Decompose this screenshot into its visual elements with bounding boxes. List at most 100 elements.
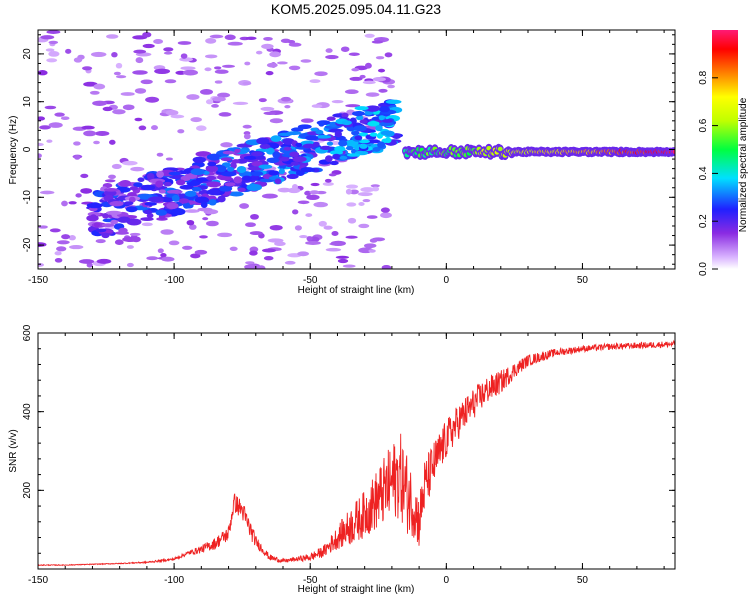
spectrogram-cell [351,130,360,136]
spectrogram-cell [274,241,286,246]
spectrogram-cell [304,190,312,196]
spectrogram-cell [378,106,390,113]
spectrogram-cell [220,157,232,162]
spectrogram-cell [294,225,302,231]
spectrogram-cell [380,130,395,136]
spectrogram-cell [341,112,349,118]
spectrogram-cell [305,135,319,141]
spectrogram-cell [135,57,144,64]
spectrogram-cell [282,138,295,145]
spectrogram-cell [200,201,208,208]
spectrogram-cell [364,33,375,38]
spectrogram-cell [217,195,226,203]
spectrogram-cell [74,155,81,160]
spectrogram-cell [250,151,263,157]
spectrogram-cell [106,34,119,39]
spectrogram-cell [93,83,106,90]
spectrogram-cell [96,258,112,264]
spectrogram-cell [289,151,300,158]
spectrogram-cell [288,65,301,71]
spectrogram-cell [372,146,381,152]
spectrogram-cell [270,135,282,142]
spectrogram-cell [86,202,103,209]
spectrogram-cell [165,109,179,116]
spectrogram-cell [113,71,121,76]
spectrogram-cell [171,208,186,216]
spectrogram-cell [38,262,45,267]
spectrogram-cell [54,257,63,263]
spectrogram-cell [178,198,190,204]
spectrogram-cell [229,246,238,251]
spectrogram-cell [245,222,256,228]
spectrogram-cell [125,206,138,213]
spectrogram-cell [232,101,249,106]
spectrogram-cell [341,120,352,126]
spectrogram-cell [344,89,359,95]
spectrogram-cell [141,222,153,227]
spectrogram-cell [312,141,320,147]
spectrogram-cell [146,256,159,261]
spectrogram-cell [244,61,251,66]
spectrogram-cell [69,245,84,250]
spectrogram-cell [38,116,46,121]
spectrogram-cell [49,228,61,233]
spectrogram-cell [83,130,97,137]
spectrogram-cell [134,88,147,94]
spectrogram-cell [184,190,197,197]
spectrogram-cell [358,139,371,144]
spectrogram-cell [154,68,171,75]
spectrogram-cell [290,161,300,166]
y-tick-label: 0 [22,146,33,152]
spectrogram-cell [212,96,226,102]
spectrogram-cell [247,166,263,171]
spectrogram-cell [179,184,195,190]
spectrogram-cell [346,202,357,207]
spectrogram-cell [257,265,266,269]
spectrogram-cell [245,36,257,40]
spectrogram-cell [211,104,219,108]
spectrogram-cell [286,173,299,179]
spectrogram-cell [375,56,385,60]
spectrogram-panel: -150 -100 -50 0 50 20 10 0 -10 -20 Height of stra… [8,29,676,296]
spectrogram-cell [331,99,344,104]
spectrogram-cell [345,184,359,189]
spectrogram-cell [119,179,132,188]
spectrogram-cell [115,75,127,79]
spectrogram-cell [384,52,393,58]
spectrogram-cell [278,168,285,175]
spectrogram-cell [353,125,367,132]
spectrogram-cell [38,70,48,76]
spectrogram-cell [249,231,263,236]
spectrogram-cell [156,170,164,178]
spectrogram-cell [263,111,277,115]
spectrogram-cell [269,51,281,58]
spectrogram-cell [365,92,380,97]
spectrogram-ticks: -150 -100 -50 0 50 20 10 0 -10 -20 [22,30,675,286]
spectrogram-cell [151,125,158,131]
colorbar-tick-label: 0.0 [698,262,709,276]
colorbar-tick-label: 0.8 [698,70,709,84]
spectrogram-cell [170,114,185,119]
spectrogram-cell [111,163,122,169]
spectrogram-cell [334,146,346,152]
spectrogram-cell [299,235,308,239]
spectrogram-xlabel: Height of straight line (km) [298,285,415,296]
spectrogram-cell [129,186,139,191]
y-tick-label: 10 [22,96,33,108]
spectrogram-cell [497,146,503,152]
spectrogram-cell [314,71,328,77]
spectrogram-cell [90,51,107,57]
x-tick-label: 0 [444,275,450,286]
spectrogram-cell [122,104,135,111]
spectrogram-cell [265,70,274,76]
spectrogram-cell [80,173,89,179]
spectrogram-cell [163,47,174,52]
spectrogram-cell [133,182,143,188]
snr-panel: -150 -100 -50 0 50 600 400 200 Height of straig… [8,324,676,595]
spectrogram-cell [142,43,155,49]
spectrogram-cell [255,50,263,55]
spectrogram-cell [166,202,179,210]
spectrogram-cell [260,106,275,111]
spectrogram-cell [332,153,341,160]
spectrogram-cell [309,190,320,195]
